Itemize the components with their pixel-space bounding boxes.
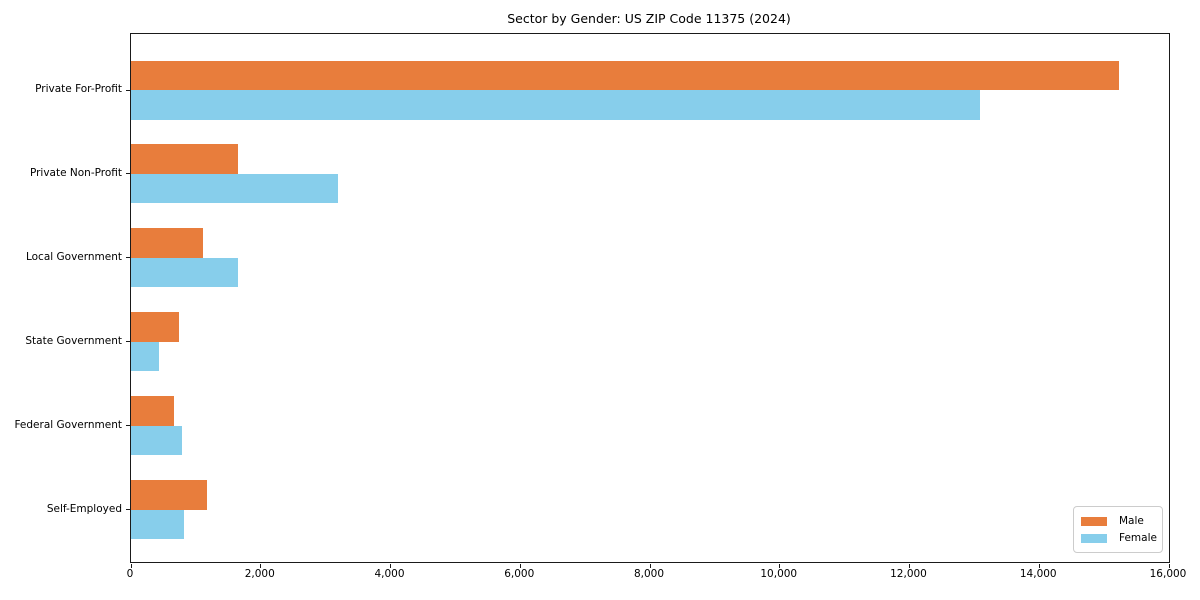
- y-tick-3: [126, 341, 130, 343]
- y-tick-2: [126, 257, 130, 259]
- bar-female-5: [131, 509, 185, 539]
- legend-item-female: Female: [1081, 532, 1162, 544]
- bar-male-0: [131, 60, 1119, 90]
- x-axis-label-8: 16,000: [1149, 568, 1187, 580]
- x-axis-label-7: 14,000: [1019, 568, 1057, 580]
- bar-male-3: [131, 312, 179, 342]
- legend-swatch-male: [1081, 516, 1107, 526]
- x-tick-1: [260, 563, 262, 568]
- legend-swatch-female: [1081, 533, 1107, 543]
- x-tick-3: [519, 563, 521, 568]
- y-tick-1: [126, 173, 130, 175]
- y-axis-label-1: Private Non-Profit: [29, 166, 122, 179]
- y-axis-label-0: Private For-Profit: [35, 83, 122, 95]
- bar-female-1: [131, 173, 338, 204]
- legend-label-male: Male: [1119, 515, 1144, 527]
- x-tick-2: [390, 563, 391, 568]
- x-axis-label-5: 10,000: [760, 568, 798, 580]
- y-tick-4: [126, 425, 130, 427]
- x-axis-label-4: 8,000: [633, 568, 665, 580]
- bar-female-4: [131, 425, 183, 456]
- bar-female-2: [131, 257, 238, 288]
- bar-female-3: [131, 341, 159, 372]
- bar-male-5: [131, 480, 207, 510]
- x-tick-8: [1168, 563, 1170, 568]
- x-tick-5: [779, 563, 781, 568]
- y-axis-label-4: Federal Government: [14, 418, 122, 431]
- chart-title: Sector by Gender: US ZIP Code 11375 (202…: [507, 11, 791, 26]
- legend-label-female: Female: [1119, 532, 1157, 544]
- x-axis-label-1: 2,000: [244, 568, 275, 580]
- legend-item-male: Male: [1081, 515, 1162, 527]
- x-tick-0: [130, 563, 132, 568]
- legend: Male Female: [1073, 506, 1163, 553]
- bar-male-1: [131, 144, 238, 174]
- x-tick-7: [1038, 563, 1040, 568]
- bar-female-0: [131, 90, 981, 120]
- y-axis-label-3: State Government: [25, 334, 122, 347]
- x-axis-label-2: 4,000: [374, 568, 405, 580]
- y-axis-label-2: Local Government: [25, 250, 122, 263]
- bar-male-4: [131, 396, 174, 426]
- x-axis-label-3: 6,000: [504, 568, 535, 580]
- bar-male-2: [131, 228, 203, 258]
- y-axis-label-5: Self-Employed: [46, 502, 122, 515]
- plot-area: [126, 33, 1170, 568]
- x-axis-label-6: 12,000: [890, 568, 927, 580]
- y-tick-0: [126, 89, 130, 91]
- x-axis-label-0: 0: [126, 568, 134, 580]
- y-tick-5: [126, 509, 130, 510]
- x-tick-6: [909, 563, 910, 568]
- x-tick-4: [649, 563, 651, 568]
